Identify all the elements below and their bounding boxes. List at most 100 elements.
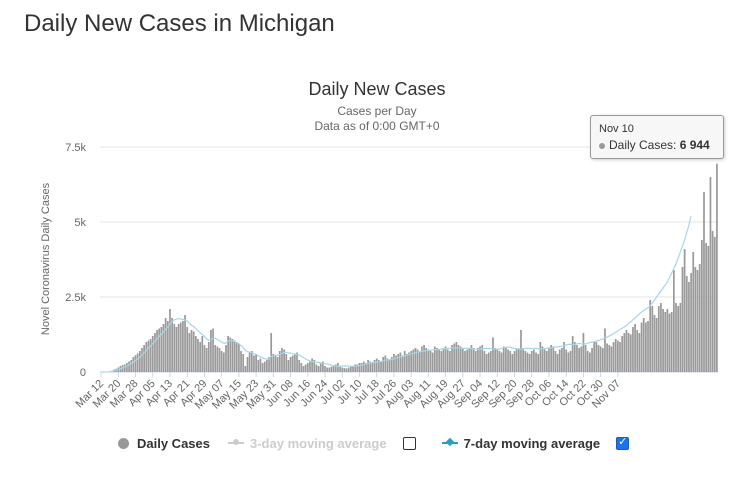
bar[interactable] — [302, 366, 305, 372]
bar[interactable] — [169, 309, 171, 372]
bar[interactable] — [660, 303, 662, 372]
bar[interactable] — [597, 345, 600, 372]
bar[interactable] — [576, 345, 578, 372]
bar[interactable] — [578, 348, 580, 372]
bar[interactable] — [468, 348, 471, 372]
bar[interactable] — [429, 351, 432, 372]
bar[interactable] — [272, 354, 275, 372]
bar[interactable] — [541, 346, 544, 373]
bar[interactable] — [388, 360, 391, 372]
bar[interactable] — [677, 306, 680, 372]
bar[interactable] — [433, 346, 436, 373]
bar[interactable] — [442, 348, 445, 372]
bar[interactable] — [294, 354, 296, 372]
bar[interactable] — [623, 333, 626, 372]
bar[interactable] — [421, 346, 423, 373]
bar[interactable] — [255, 354, 257, 372]
bar[interactable] — [337, 363, 339, 372]
legend-item-7day[interactable]: 7-day moving average — [441, 435, 638, 451]
bar[interactable] — [498, 351, 501, 372]
bar[interactable] — [207, 342, 210, 372]
bar[interactable] — [554, 351, 557, 372]
bar[interactable] — [330, 366, 333, 372]
bar[interactable] — [524, 351, 527, 372]
bar[interactable] — [709, 177, 712, 372]
bar[interactable] — [556, 354, 559, 372]
bar[interactable] — [171, 318, 173, 372]
bar[interactable] — [642, 318, 645, 372]
bar[interactable] — [545, 351, 548, 372]
legend-item-daily-cases[interactable]: Daily Cases — [118, 436, 210, 451]
bar[interactable] — [123, 364, 126, 373]
bar[interactable] — [580, 346, 583, 373]
bar[interactable] — [472, 348, 475, 372]
bar[interactable] — [227, 336, 229, 372]
bar[interactable] — [492, 337, 494, 373]
bar[interactable] — [126, 363, 128, 372]
bar[interactable] — [386, 358, 389, 373]
bar[interactable] — [395, 355, 397, 373]
bar[interactable] — [651, 306, 654, 372]
bar[interactable] — [371, 363, 374, 372]
bar[interactable] — [645, 322, 647, 373]
bar[interactable] — [261, 363, 264, 372]
bar[interactable] — [177, 324, 180, 372]
bar[interactable] — [537, 354, 540, 372]
bar[interactable] — [248, 352, 251, 373]
bar[interactable] — [584, 345, 587, 372]
bar[interactable] — [350, 366, 352, 372]
bar[interactable] — [324, 366, 326, 372]
bar[interactable] — [606, 343, 608, 373]
bar[interactable] — [673, 270, 675, 372]
bar[interactable] — [634, 324, 636, 372]
bar[interactable] — [459, 346, 462, 373]
checkbox-7day[interactable] — [616, 435, 630, 450]
bar[interactable] — [141, 348, 143, 372]
bar[interactable] — [151, 336, 154, 372]
bar[interactable] — [619, 342, 621, 372]
bar[interactable] — [390, 357, 393, 372]
bar[interactable] — [500, 352, 503, 373]
bar[interactable] — [186, 327, 189, 372]
bar[interactable] — [543, 349, 546, 373]
bar[interactable] — [561, 348, 563, 372]
bar[interactable] — [218, 348, 221, 372]
bar[interactable] — [322, 361, 324, 373]
bar[interactable] — [190, 330, 193, 372]
bar[interactable] — [250, 351, 253, 372]
bar[interactable] — [343, 368, 346, 372]
bar[interactable] — [573, 342, 576, 372]
bar[interactable] — [666, 309, 669, 372]
bar[interactable] — [160, 327, 163, 372]
bar[interactable] — [707, 246, 710, 372]
bar[interactable] — [313, 360, 316, 372]
bar[interactable] — [567, 352, 570, 373]
bar[interactable] — [528, 354, 531, 372]
bar[interactable] — [175, 327, 178, 372]
bar[interactable] — [444, 346, 447, 373]
bar[interactable] — [431, 352, 434, 373]
bar[interactable] — [369, 361, 372, 373]
bar[interactable] — [509, 351, 512, 372]
bar[interactable] — [244, 366, 247, 372]
bar[interactable] — [403, 351, 406, 372]
bar[interactable] — [197, 339, 199, 372]
bar[interactable] — [696, 270, 699, 372]
bar[interactable] — [212, 328, 214, 373]
bar[interactable] — [319, 363, 322, 372]
bar[interactable] — [246, 357, 249, 372]
bar[interactable] — [690, 273, 692, 372]
bar[interactable] — [608, 345, 611, 372]
bar[interactable] — [485, 354, 488, 372]
bar[interactable] — [296, 352, 298, 373]
bar[interactable] — [548, 348, 550, 372]
bar[interactable] — [563, 342, 565, 372]
bar[interactable] — [427, 349, 430, 373]
bar[interactable] — [636, 330, 639, 372]
bar[interactable] — [149, 339, 152, 372]
bar[interactable] — [558, 349, 561, 373]
bar[interactable] — [339, 366, 341, 372]
bar[interactable] — [352, 366, 354, 372]
bar[interactable] — [612, 342, 615, 372]
bar[interactable] — [184, 315, 186, 372]
